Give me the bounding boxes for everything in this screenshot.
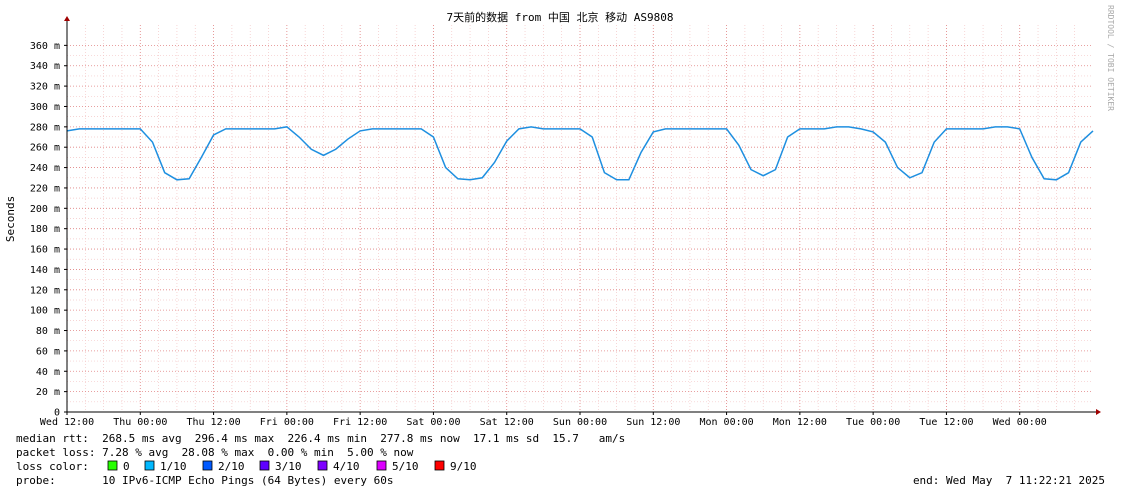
- end-time: end: Wed May 7 11:22:21 2025: [913, 474, 1105, 487]
- loss-color-swatch: [317, 460, 328, 471]
- median-line: [66, 126, 1094, 181]
- arrow: [1096, 409, 1101, 415]
- grid: [66, 25, 1093, 413]
- loss-color-name: 0: [123, 460, 130, 473]
- x-tick-label: Thu 00:00: [113, 417, 167, 428]
- y-tick-label: 120 m: [30, 285, 60, 296]
- x-tick-label: Mon 00:00: [699, 417, 753, 428]
- loss-color-swatch: [144, 460, 155, 471]
- x-tick-label: Tue 12:00: [919, 417, 973, 428]
- x-tick-label: Wed 12:00: [40, 417, 94, 428]
- x-tick-label: Sun 00:00: [553, 417, 607, 428]
- axes: 0 20 m 40 m 60 m 80 m 100 m 120 m 140 m 160 m 180…: [30, 16, 1101, 428]
- y-tick-label: 340 m: [30, 61, 60, 72]
- y-tick-label: 60 m: [36, 346, 60, 357]
- y-tick-label: 180 m: [30, 224, 60, 235]
- loss-color-name: 4/10: [333, 460, 360, 473]
- loss-color-label: loss color:: [16, 460, 89, 473]
- loss-color-name: 2/10: [218, 460, 245, 473]
- stats-line: packet loss: 7.28 % avg 28.08 % max 0.00…: [16, 446, 414, 459]
- y-tick-label: 140 m: [30, 265, 60, 276]
- y-tick-label: 300 m: [30, 102, 60, 113]
- x-tick-label: Fri 12:00: [333, 417, 387, 428]
- x-tick-label: Sun 12:00: [626, 417, 680, 428]
- y-tick-label: 320 m: [30, 82, 60, 93]
- y-tick-label: 260 m: [30, 143, 60, 154]
- y-axis-label: Seconds: [4, 196, 17, 242]
- loss-color-swatch: [107, 460, 118, 471]
- loss-color-swatch: [376, 460, 387, 471]
- y-tick-label: 40 m: [36, 367, 60, 378]
- x-tick-label: Fri 00:00: [260, 417, 314, 428]
- y-tick-label: 200 m: [30, 204, 60, 215]
- y-tick-label: 80 m: [36, 326, 60, 337]
- y-tick-label: 360 m: [30, 41, 60, 52]
- loss-color-name: 3/10: [275, 460, 302, 473]
- x-tick-label: Sat 00:00: [406, 417, 460, 428]
- arrow: [64, 16, 70, 21]
- chart-title: 7天前的数据 from 中国 北京 移动 AS9808: [447, 10, 674, 24]
- footer: median rtt: 268.5 ms avg 296.4 ms max 22…: [16, 432, 1105, 487]
- probe: probe: 10 IPv6-ICMP Echo Pings (64 Bytes…: [16, 474, 394, 487]
- y-tick-label: 220 m: [30, 183, 60, 194]
- x-tick-label: Sat 12:00: [480, 417, 534, 428]
- x-tick-label: Tue 00:00: [846, 417, 900, 428]
- y-tick-label: 280 m: [30, 122, 60, 133]
- x-tick-label: Mon 12:00: [773, 417, 827, 428]
- loss-color-name: 5/10: [392, 460, 419, 473]
- y-tick-label: 240 m: [30, 163, 60, 174]
- y-tick-label: 160 m: [30, 245, 60, 256]
- y-tick-label: 0: [54, 408, 60, 419]
- x-tick-label: Wed 00:00: [993, 417, 1047, 428]
- loss-color-swatch: [259, 460, 270, 471]
- y-tick-label: 100 m: [30, 306, 60, 317]
- loss-color-swatch: [434, 460, 445, 471]
- loss-color-name: 1/10: [160, 460, 187, 473]
- x-tick-label: Thu 12:00: [186, 417, 240, 428]
- y-tick-label: 20 m: [36, 387, 60, 398]
- loss-color-name: 9/10: [450, 460, 477, 473]
- stats-line: median rtt: 268.5 ms avg 296.4 ms max 22…: [16, 432, 625, 445]
- watermark: RRDTOOL / TOBI OETIKER: [1106, 5, 1115, 111]
- plot: [66, 126, 1094, 181]
- loss-color-swatch: [202, 460, 213, 471]
